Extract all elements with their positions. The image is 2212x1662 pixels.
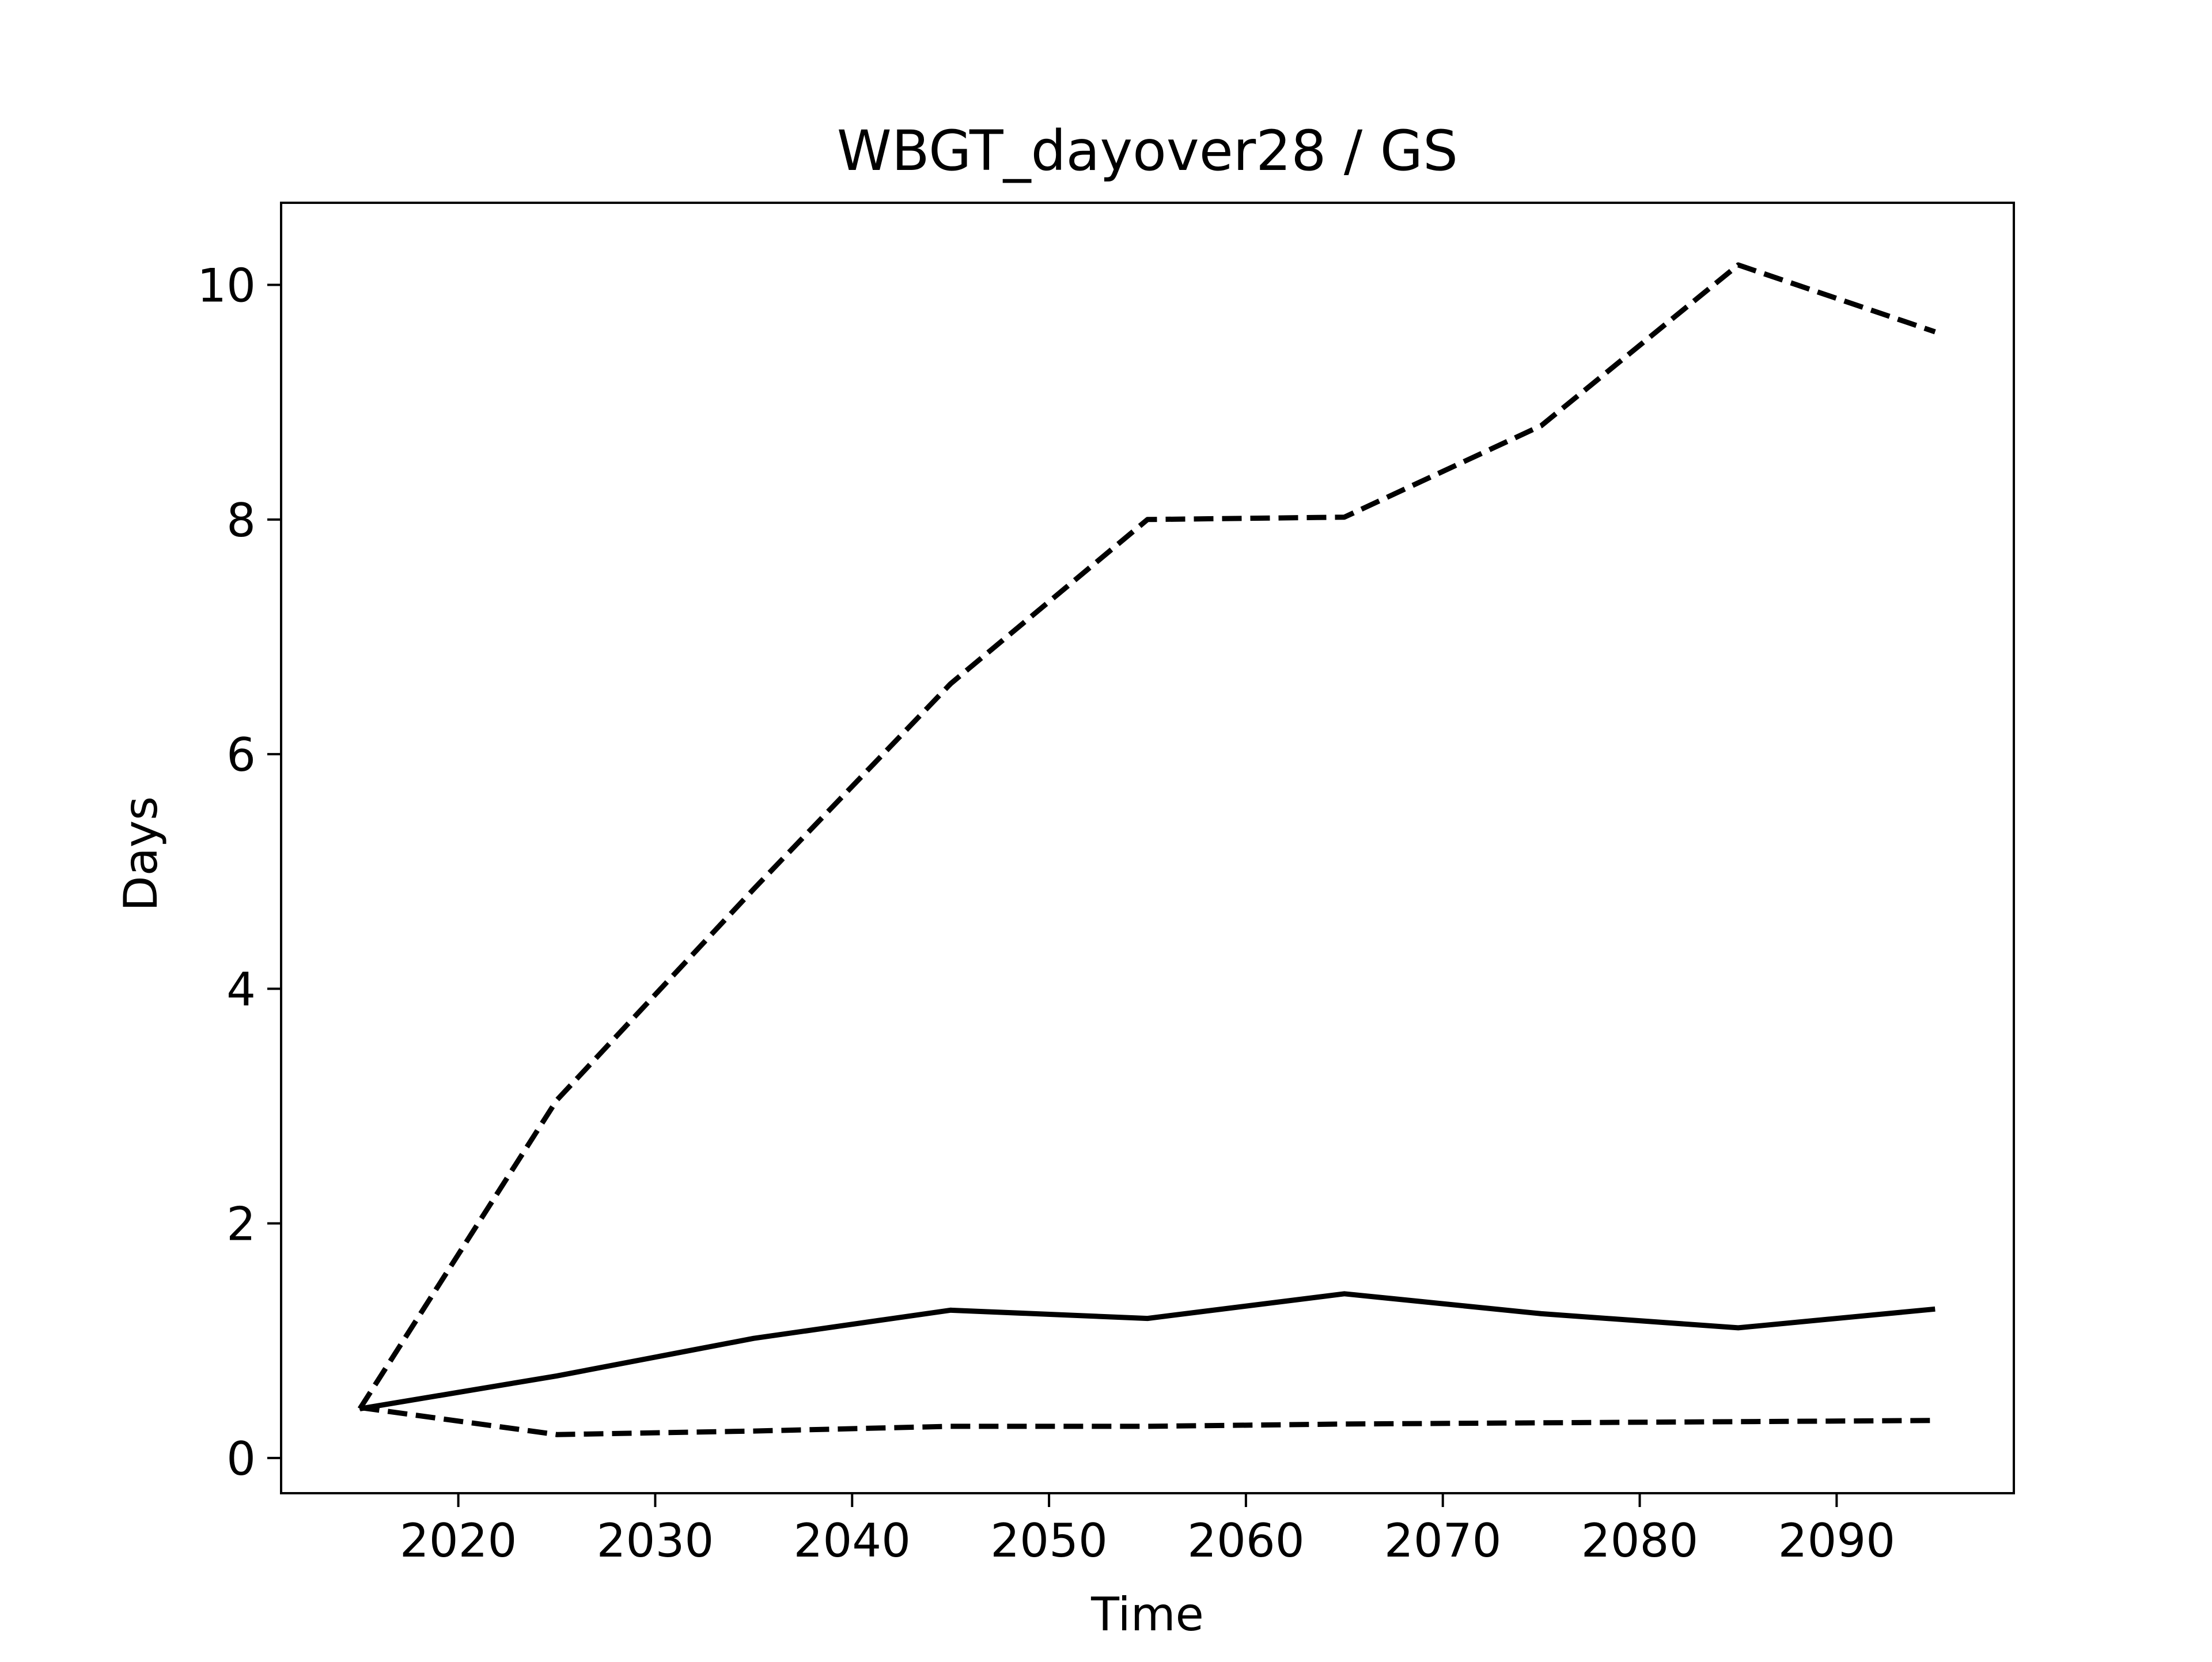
y-axis-label: Days (114, 796, 168, 911)
x-axis-label: Time (1090, 1588, 1204, 1641)
y-tick-label-0: 0 (226, 1432, 256, 1486)
y-tick-label-2: 2 (226, 1198, 256, 1251)
chart-title: WBGT_dayover28 / GS (837, 119, 1458, 183)
x-tick-label-2050: 2050 (990, 1514, 1108, 1568)
x-tick-label-2070: 2070 (1384, 1514, 1502, 1568)
x-tick-label-2030: 2030 (597, 1514, 714, 1568)
x-tick-label-2040: 2040 (793, 1514, 911, 1568)
y-tick-label-4: 4 (226, 963, 256, 1016)
y-tick-label-6: 6 (226, 728, 256, 782)
x-tick-label-2060: 2060 (1187, 1514, 1305, 1568)
x-tick-label-2080: 2080 (1581, 1514, 1699, 1568)
y-tick-label-8: 8 (226, 494, 256, 547)
x-tick-label-2020: 2020 (400, 1514, 517, 1568)
x-tick-label-2090: 2090 (1778, 1514, 1896, 1568)
y-tick-label-10: 10 (197, 259, 256, 313)
